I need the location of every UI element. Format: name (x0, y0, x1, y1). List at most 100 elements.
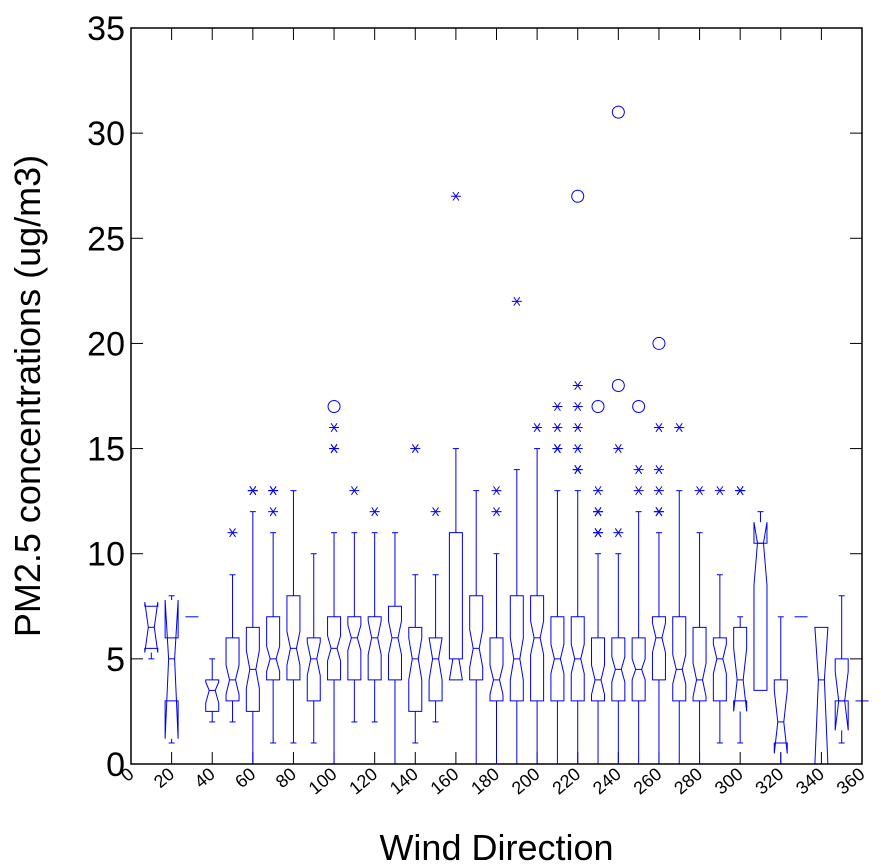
x-tick-label: 340 (792, 764, 828, 799)
box-body (144, 602, 159, 653)
outlier-marker (491, 507, 502, 517)
box (428, 507, 443, 723)
box-body (225, 637, 240, 702)
outlier-marker (552, 444, 563, 454)
x-tick-label: 360 (833, 764, 869, 799)
y-tick-label: 10 (87, 536, 125, 574)
box (266, 486, 281, 744)
x-tick-label: 240 (589, 764, 625, 799)
extreme-marker (611, 378, 625, 392)
box-body (712, 637, 727, 702)
x-axis-label: Wind Direction (379, 827, 613, 867)
box-body (245, 626, 260, 712)
outlier-marker (552, 423, 563, 433)
outlier-marker (735, 486, 746, 496)
outlier-marker (227, 528, 238, 538)
outlier-marker (268, 486, 279, 496)
box (225, 528, 240, 723)
y-tick-label: 5 (106, 641, 125, 679)
outlier-marker (572, 423, 583, 433)
box (773, 616, 788, 765)
box-body (834, 658, 849, 731)
box (530, 423, 545, 765)
outlier-marker (329, 423, 340, 433)
outlier-marker (552, 401, 563, 412)
box (144, 602, 159, 660)
y-tick-label: 15 (87, 431, 125, 469)
box-body (428, 637, 443, 702)
outlier-marker (572, 380, 583, 391)
outlier-marker (511, 296, 522, 306)
extreme-marker (652, 336, 666, 350)
box-body (530, 595, 545, 702)
y-axis-label: PM2.5 concentrations (ug/m3) (7, 155, 48, 637)
outlier-marker (268, 507, 279, 517)
box-body (753, 522, 768, 691)
outlier-marker (653, 465, 664, 475)
outlier-marker (714, 486, 725, 496)
box (408, 444, 423, 744)
box-body (164, 599, 179, 739)
outlier-marker (532, 423, 543, 433)
box-body (448, 532, 463, 681)
box-body (205, 679, 220, 712)
box-body (347, 616, 362, 681)
outlier-marker (572, 465, 583, 475)
box (591, 400, 606, 765)
outlier-marker (450, 191, 461, 201)
box (733, 486, 748, 744)
box-body (408, 626, 423, 712)
box (672, 423, 687, 765)
box-body (773, 679, 788, 754)
outlier-marker (572, 401, 583, 412)
box-body (611, 637, 626, 702)
extreme-marker (591, 400, 605, 414)
extreme-marker (632, 400, 646, 414)
box (570, 189, 585, 765)
box (611, 105, 626, 765)
outlier-marker (369, 507, 380, 517)
x-tick-label: 20 (150, 764, 178, 792)
box (448, 191, 463, 681)
box-body (286, 595, 301, 681)
extreme-marker (611, 105, 625, 119)
box-body (570, 616, 585, 702)
outlier-marker (593, 486, 604, 496)
axis-ticks (130, 27, 863, 765)
x-tick-label: 200 (508, 764, 544, 799)
box (245, 486, 260, 765)
outlier-marker (633, 465, 644, 475)
y-tick-label: 0 (106, 746, 125, 784)
box (164, 595, 179, 744)
box (814, 626, 829, 765)
outlier-marker (613, 444, 624, 454)
box-body (651, 616, 666, 681)
outlier-marker (247, 486, 258, 496)
box-body (387, 605, 402, 681)
box (489, 486, 504, 765)
outlier-marker (593, 507, 604, 517)
box (347, 486, 362, 723)
outlier-marker (653, 423, 664, 433)
x-tick-label: 260 (630, 764, 666, 799)
outlier-marker (653, 507, 664, 517)
outlier-marker (593, 528, 604, 538)
box (692, 486, 707, 765)
x-tick-label: 60 (231, 764, 259, 792)
outlier-marker (329, 444, 340, 454)
y-tick-label: 20 (87, 325, 125, 363)
box-body (469, 595, 484, 681)
box-body (631, 637, 646, 702)
box (387, 532, 402, 765)
outlier-marker (491, 486, 502, 496)
box (327, 400, 342, 765)
x-tick-label: 80 (272, 764, 300, 792)
x-tick-label: 220 (548, 764, 584, 799)
outlier-marker (572, 444, 583, 454)
box-body (509, 595, 524, 702)
x-tick-label: 320 (751, 764, 787, 799)
box (712, 486, 727, 744)
x-tick-label: 140 (386, 764, 422, 799)
box (631, 400, 646, 765)
box (753, 511, 768, 691)
